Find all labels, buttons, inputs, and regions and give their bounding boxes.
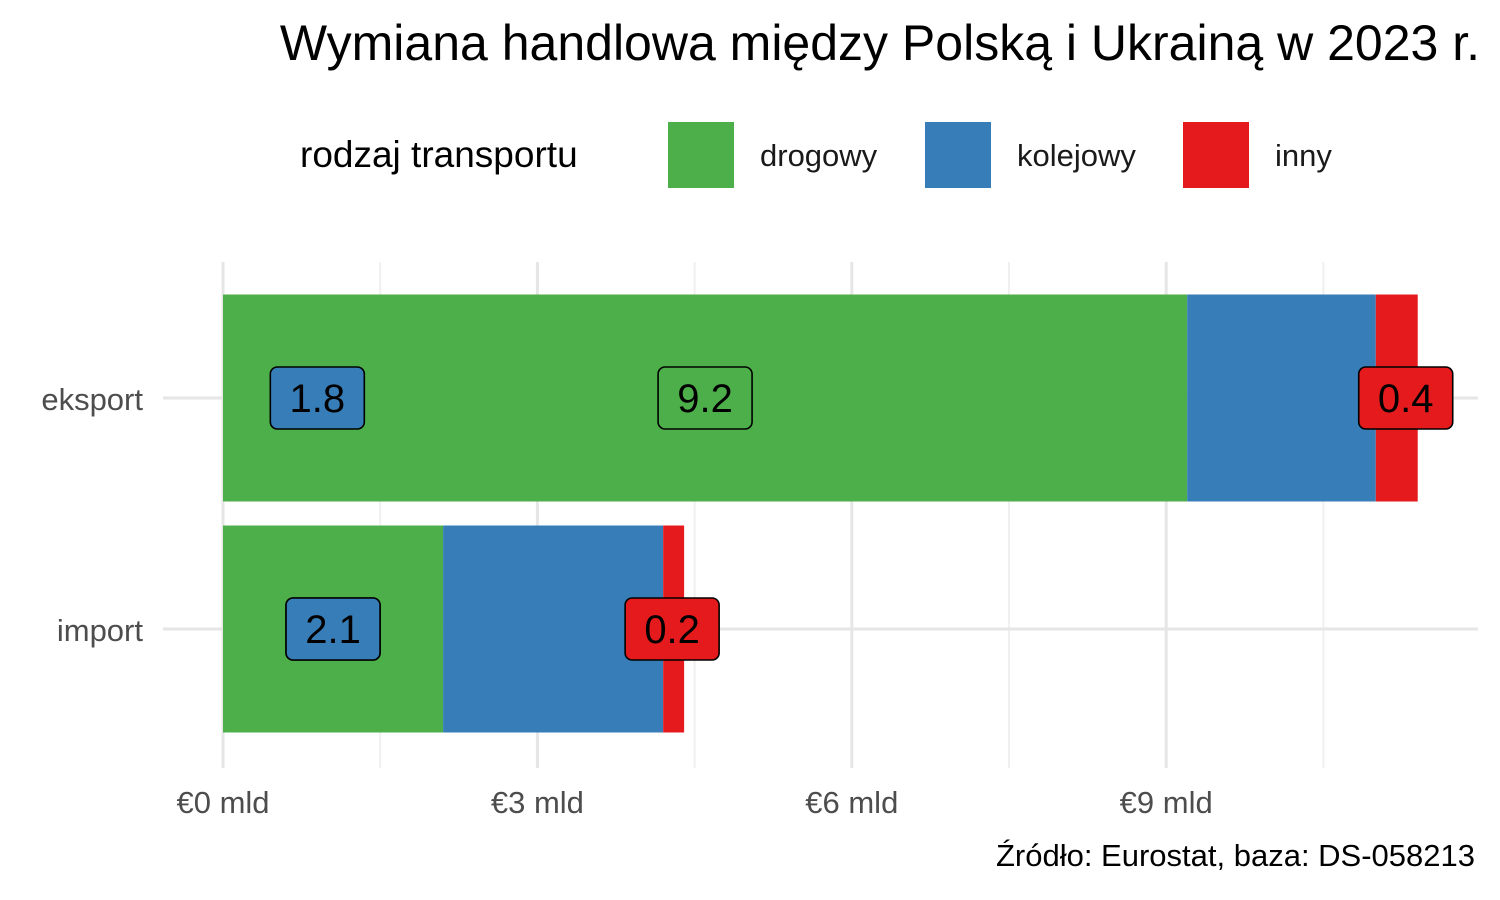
x-tick-label: €9 mld: [1120, 785, 1213, 820]
legend-label-inny: inny: [1275, 138, 1332, 173]
legend-swatch-inny: [1183, 122, 1249, 188]
legend-swatch-drogowy: [668, 122, 734, 188]
y-tick-label-import: import: [57, 613, 144, 648]
legend-label-drogowy: drogowy: [760, 138, 878, 173]
legend-swatch-kolejowy: [925, 122, 991, 188]
data-label-box-eksport-drogowy: [657, 366, 753, 430]
y-tick-label-eksport: eksport: [41, 382, 143, 417]
bar-eksport-kolejowy: [1187, 294, 1376, 502]
data-label-box-eksport-kolejowy: [269, 366, 366, 430]
data-label-import-kolejowy: 2.1: [305, 608, 361, 652]
x-tick-label: €0 mld: [176, 785, 269, 820]
data-label-import-inny: 0.2: [644, 608, 700, 652]
x-tick-label: €3 mld: [491, 785, 584, 820]
source-caption: Źródło: Eurostat, baza: DS-058213: [995, 838, 1475, 873]
chart-title: Wymiana handlowa między Polską i Ukrainą…: [279, 15, 1480, 71]
data-label-eksport-drogowy: 9.2: [677, 377, 733, 421]
data-label-box-eksport-inny: [1357, 366, 1454, 430]
data-label-eksport-inny: 0.4: [1378, 377, 1434, 421]
data-label-eksport-kolejowy: 1.8: [290, 377, 346, 421]
x-tick-label: €6 mld: [805, 785, 898, 820]
legend: rodzaj transportu drogowy kolejowy inny: [0, 120, 1500, 190]
legend-title: rodzaj transportu: [300, 134, 578, 175]
legend-label-kolejowy: kolejowy: [1017, 138, 1136, 173]
data-label-box-import-kolejowy: [285, 597, 381, 661]
data-label-box-import-inny: [624, 597, 720, 661]
